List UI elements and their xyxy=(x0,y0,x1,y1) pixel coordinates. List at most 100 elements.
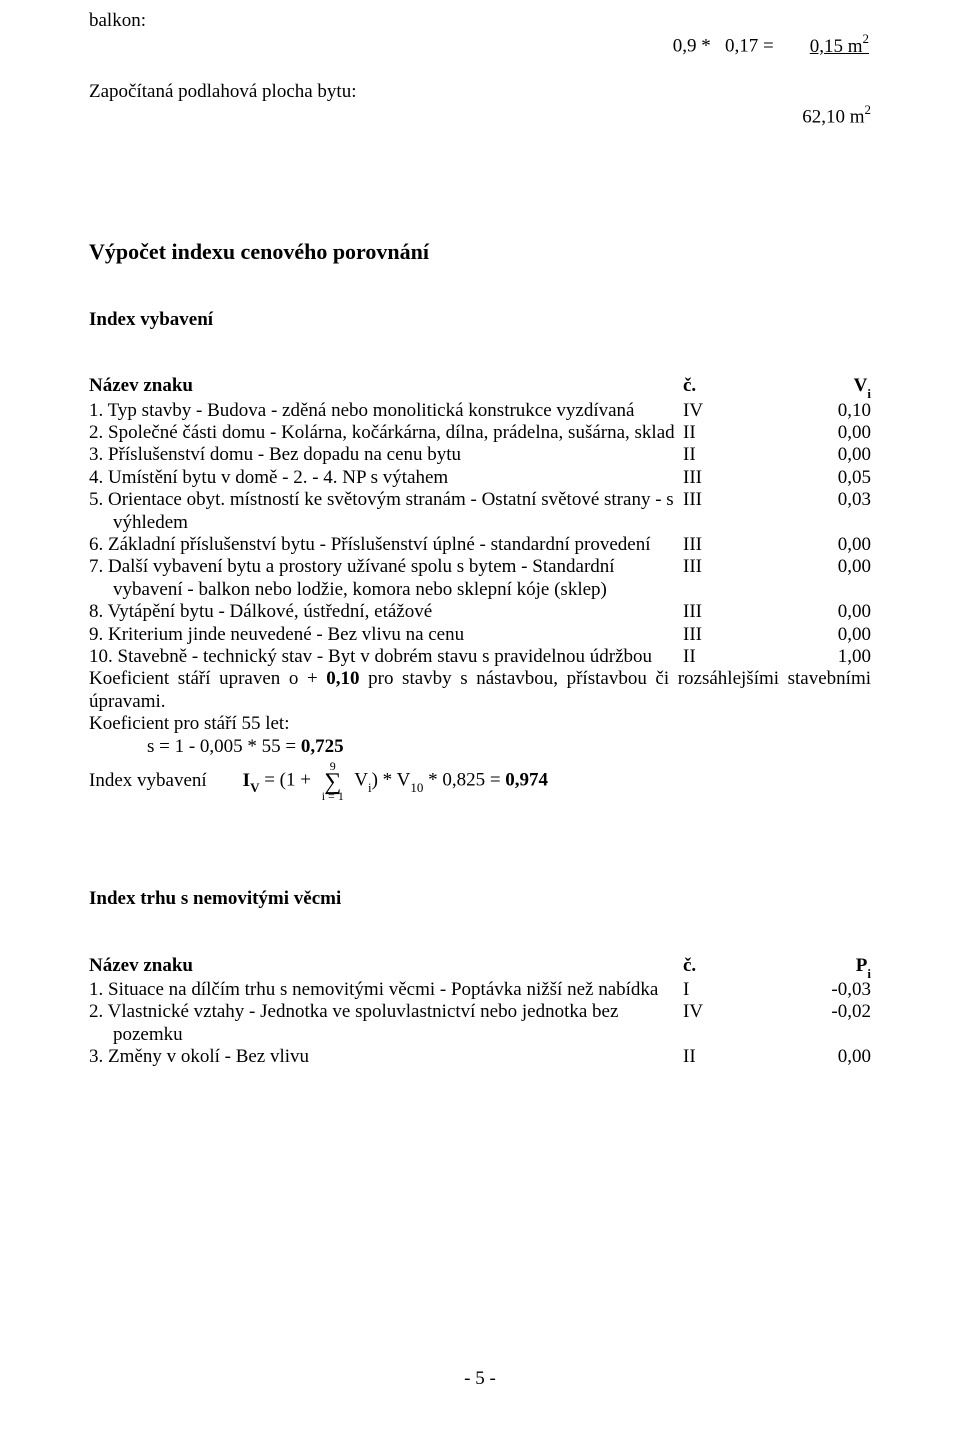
row-col-v: 0,10 xyxy=(811,400,871,422)
row-col-c: III xyxy=(683,601,811,623)
row-col-v: 0,03 xyxy=(811,489,871,511)
sigma-icon: 9∑i = 1 xyxy=(322,760,344,802)
row-desc: 10. Stavebně - technický stav - Byt v do… xyxy=(89,646,683,668)
page-footer: - 5 - xyxy=(0,1368,960,1390)
th-v-base: V xyxy=(854,375,868,396)
row-desc: 1. Typ stavby - Budova - zděná nebo mono… xyxy=(89,400,683,422)
row-col-v: 1,00 xyxy=(811,646,871,668)
table-row: 1. Typ stavby - Budova - zděná nebo mono… xyxy=(89,400,871,422)
row-desc: 2. Vlastnické vztahy - Jednotka ve spolu… xyxy=(89,1001,683,1046)
row-col-c: III xyxy=(683,489,811,511)
row-col-c: II xyxy=(683,1046,811,1068)
row-desc: 7. Další vybavení bytu a prostory užívan… xyxy=(89,556,683,601)
row-desc: 6. Základní příslušenství bytu - Přísluš… xyxy=(89,534,683,556)
row-col-c: III xyxy=(683,534,811,556)
area-value: 62,10 m2 xyxy=(774,81,871,152)
row-col-c: III xyxy=(683,556,811,578)
iv-formula-row: Index vybavení IV = (1 + 9∑i = 1 Vi) * V… xyxy=(89,760,871,802)
row-col-c: I xyxy=(683,979,811,1001)
table-row: 9. Kriterium jinde neuvedené - Bez vlivu… xyxy=(89,624,871,646)
iv-eq-tail: * 0,825 = xyxy=(423,770,505,791)
row-col-v: 0,00 xyxy=(811,1046,871,1068)
balkon-calc: 0,9 * 0,17 = 0,15 m2 xyxy=(644,10,871,81)
iv-eq-mid-pre: V xyxy=(350,770,368,791)
row-desc: 8. Vytápění bytu - Dálkové, ústřední, et… xyxy=(89,601,683,623)
table-row: 5. Orientace obyt. místností ke světovým… xyxy=(89,489,871,534)
th-c: č. xyxy=(683,955,811,977)
row-col-c: III xyxy=(683,624,811,646)
area-row: Započítaná podlahová plocha bytu: 62,10 … xyxy=(89,81,871,152)
table-row: 7. Další vybavení bytu a prostory užívan… xyxy=(89,556,871,601)
table-header-row: Název znaku č. Vi xyxy=(89,375,871,399)
iv-eq-mid-sub: i xyxy=(368,780,372,795)
table-row: 3. Příslušenství domu - Bez dopadu na ce… xyxy=(89,444,871,466)
row-desc: 5. Orientace obyt. místností ke světovým… xyxy=(89,489,683,534)
th-p-base: P xyxy=(856,955,868,976)
row-col-c: IV xyxy=(683,400,811,422)
coef-note-bold: 0,10 xyxy=(326,668,359,689)
row-col-v: 0,00 xyxy=(811,624,871,646)
table-row: 2. Vlastnické vztahy - Jednotka ve spolu… xyxy=(89,1001,871,1046)
th-v-sub: i xyxy=(867,386,871,401)
row-col-c: IV xyxy=(683,1001,811,1023)
th-name: Název znaku xyxy=(89,955,683,977)
index-t-table: Název znaku č. Pi 1. Situace na dílčím t… xyxy=(89,955,871,1069)
coef-age-formula-res: 0,725 xyxy=(301,736,344,757)
balkon-calc-sup: 2 xyxy=(863,31,870,46)
iv-formula: IV = (1 + 9∑i = 1 Vi) * V10 * 0,825 = 0,… xyxy=(243,760,548,802)
row-col-c: III xyxy=(683,467,811,489)
th-p: Pi xyxy=(811,955,871,979)
index-t-heading: Index trhu s nemovitými věcmi xyxy=(89,888,871,910)
index-v-heading: Index vybavení xyxy=(89,309,871,331)
coef-age-formula-pre: s = 1 - 0,005 * 55 = xyxy=(147,736,301,757)
table-row: 10. Stavebně - technický stav - Byt v do… xyxy=(89,646,871,668)
row-desc: 9. Kriterium jinde neuvedené - Bez vlivu… xyxy=(89,624,683,646)
table-header-row: Název znaku č. Pi xyxy=(89,955,871,979)
coef-note-pre: Koeficient stáří upraven o + xyxy=(89,668,326,689)
balkon-label: balkon: xyxy=(89,10,644,32)
table-row: 6. Základní příslušenství bytu - Přísluš… xyxy=(89,534,871,556)
row-col-v: -0,03 xyxy=(811,979,871,1001)
table-row: 1. Situace na dílčím trhu s nemovitými v… xyxy=(89,979,871,1001)
row-col-v: 0,05 xyxy=(811,467,871,489)
area-value-val: 62,10 m xyxy=(802,106,864,127)
row-col-v: 0,00 xyxy=(811,556,871,578)
main-title: Výpočet indexu cenového porovnání xyxy=(89,239,871,265)
row-desc: 4. Umístění bytu v domě - 2. - 4. NP s v… xyxy=(89,467,683,489)
iv-symbol-sub: V xyxy=(250,780,259,795)
th-p-sub: i xyxy=(867,966,871,981)
row-col-c: II xyxy=(683,646,811,668)
iv-lhs: Index vybavení xyxy=(89,770,207,792)
row-desc: 1. Situace na dílčím trhu s nemovitými v… xyxy=(89,979,683,1001)
th-c: č. xyxy=(683,375,811,397)
iv-symbol: IV xyxy=(243,770,260,791)
th-v: Vi xyxy=(811,375,871,399)
row-col-v: 0,00 xyxy=(811,444,871,466)
row-col-v: 0,00 xyxy=(811,534,871,556)
table-row: 3. Změny v okolí - Bez vlivuII0,00 xyxy=(89,1046,871,1068)
iv-symbol-pre: I xyxy=(243,770,250,791)
coef-age-label: Koeficient pro stáří 55 let: xyxy=(89,713,871,735)
area-label: Započítaná podlahová plocha bytu: xyxy=(89,81,774,103)
table-row: 4. Umístění bytu v domě - 2. - 4. NP s v… xyxy=(89,467,871,489)
row-desc: 2. Společné části domu - Kolárna, kočárk… xyxy=(89,422,683,444)
coef-note: Koeficient stáří upraven o + 0,10 pro st… xyxy=(89,668,871,713)
balkon-calc-res: 0,15 m xyxy=(810,36,863,57)
row-col-v: -0,02 xyxy=(811,1001,871,1023)
iv-eq-mid-sub2: 10 xyxy=(410,780,423,795)
row-col-c: II xyxy=(683,422,811,444)
area-value-sup: 2 xyxy=(865,102,872,117)
iv-eq-mid-post: ) * V xyxy=(372,770,411,791)
table-row: 2. Společné části domu - Kolárna, kočárk… xyxy=(89,422,871,444)
balkon-calc-lhs: 0,9 * 0,17 = xyxy=(673,36,774,57)
row-desc: 3. Příslušenství domu - Bez dopadu na ce… xyxy=(89,444,683,466)
row-col-v: 0,00 xyxy=(811,601,871,623)
row-col-c: II xyxy=(683,444,811,466)
balkon-row: balkon: 0,9 * 0,17 = 0,15 m2 xyxy=(89,10,871,81)
th-name: Název znaku xyxy=(89,375,683,397)
iv-eq-pre: = (1 + xyxy=(259,770,315,791)
row-col-v: 0,00 xyxy=(811,422,871,444)
iv-result: 0,974 xyxy=(505,770,548,791)
coef-age-formula: s = 1 - 0,005 * 55 = 0,725 xyxy=(89,736,871,758)
row-desc: 3. Změny v okolí - Bez vlivu xyxy=(89,1046,683,1068)
